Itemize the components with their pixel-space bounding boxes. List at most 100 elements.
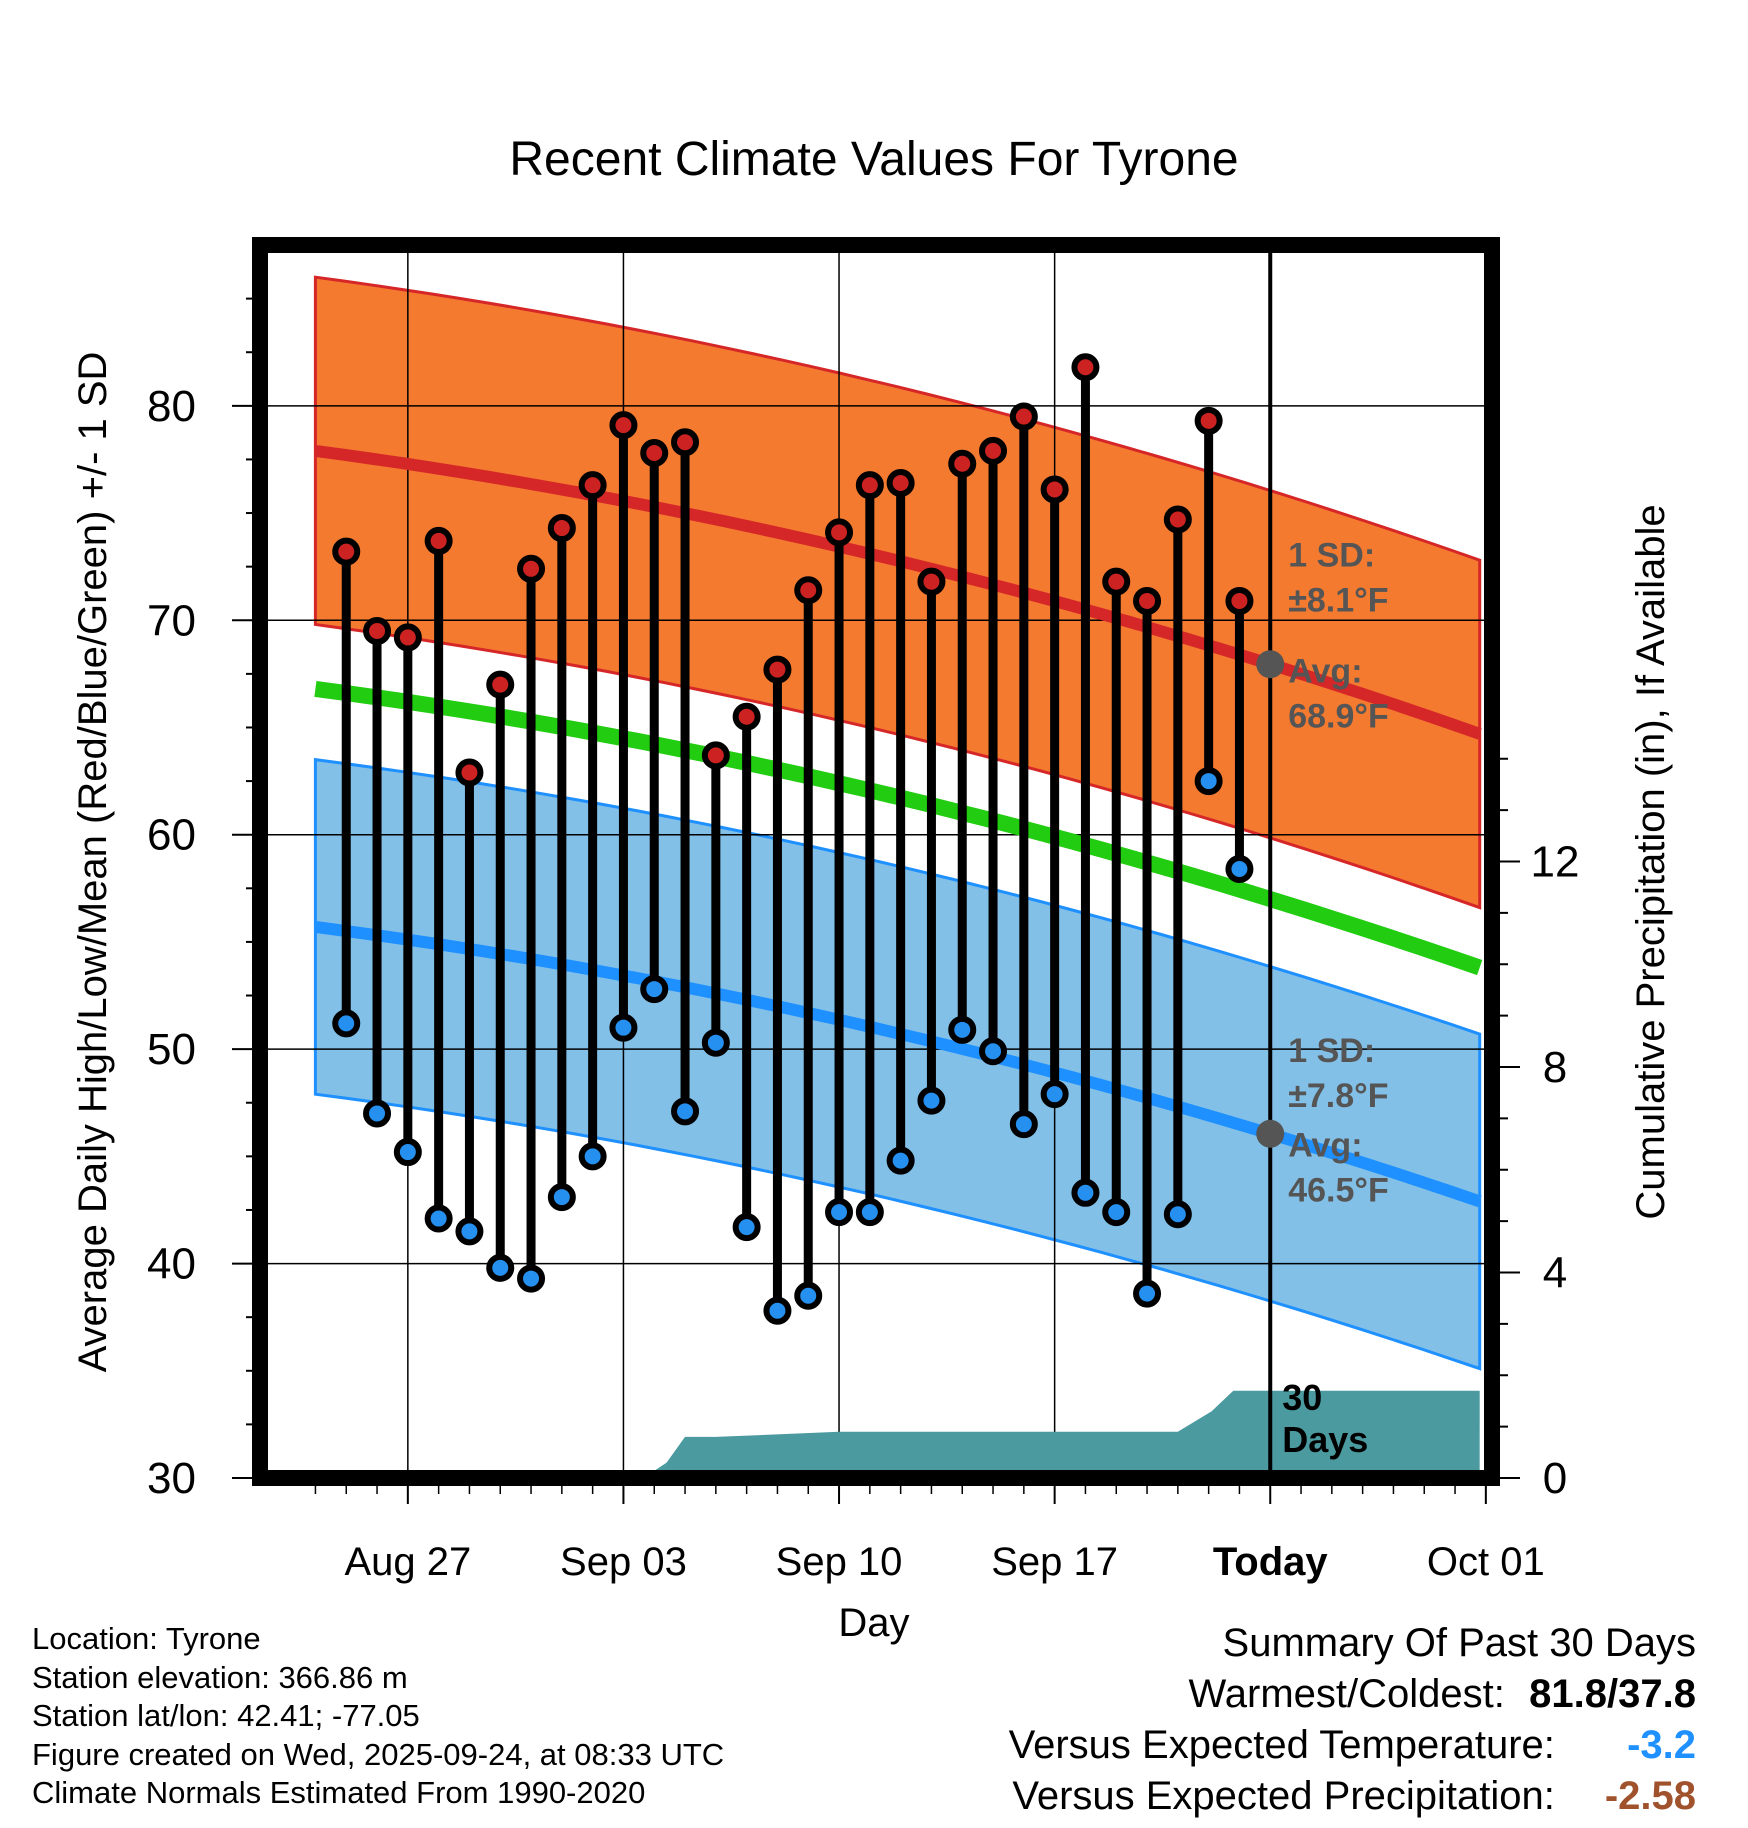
- high-point: [794, 576, 823, 605]
- precip-area: [315, 1390, 1480, 1478]
- high-point: [1009, 402, 1038, 431]
- high-point: [424, 526, 453, 555]
- low-point: [732, 1213, 761, 1242]
- low-point: [393, 1138, 422, 1167]
- precip-days-label: 30: [1282, 1377, 1322, 1418]
- high-point: [1194, 406, 1223, 435]
- summary-precip: Versus Expected Precipitation: -2.58: [1009, 1771, 1696, 1822]
- low-point: [517, 1264, 546, 1293]
- low-point: [1133, 1279, 1162, 1308]
- low-point: [609, 1013, 638, 1042]
- y-tick-label: 60: [147, 811, 196, 860]
- location-text: Location: Tyrone: [32, 1621, 261, 1656]
- high-point: [486, 670, 515, 699]
- low-point: [1225, 855, 1254, 884]
- low-point: [1009, 1110, 1038, 1139]
- low-point: [424, 1204, 453, 1233]
- high-point: [393, 623, 422, 652]
- low-point: [486, 1253, 515, 1282]
- low-point: [763, 1296, 792, 1325]
- x-tick-label: Today: [1213, 1540, 1329, 1584]
- low-point: [917, 1086, 946, 1115]
- low-point: [701, 1028, 730, 1057]
- summary-heading: Summary Of Past 30 Days: [1222, 1621, 1696, 1665]
- high-point: [855, 471, 884, 500]
- temp-label: Versus Expected Temperature:: [1008, 1723, 1555, 1767]
- warm-cold-label: Warmest/Coldest:: [1188, 1672, 1505, 1716]
- high-point: [363, 616, 392, 645]
- high-point: [517, 554, 546, 583]
- x-tick-label: Sep 10: [776, 1540, 903, 1584]
- high-point: [979, 436, 1008, 465]
- low-point: [1102, 1198, 1131, 1227]
- low-point: [671, 1097, 700, 1126]
- summary-temp: Versus Expected Temperature: -3.2: [1009, 1720, 1696, 1771]
- high-point: [1225, 586, 1254, 615]
- sd-annotation: ±8.1°F: [1288, 582, 1388, 620]
- y-axis-title: Average Daily High/Low/Mean (Red/Blue/Gr…: [71, 352, 115, 1373]
- low-point: [855, 1198, 884, 1227]
- low-point: [794, 1281, 823, 1310]
- y-right-axis-title: Cumulative Precipitation (in), If Availa…: [1629, 504, 1673, 1219]
- warm-cold-value: 81.8/37.8: [1529, 1672, 1696, 1716]
- high-point: [886, 469, 915, 498]
- plot-frame: [252, 237, 1500, 1486]
- y-right-tick-label: 0: [1543, 1454, 1567, 1503]
- low-point: [1163, 1200, 1192, 1229]
- low-point: [640, 975, 669, 1004]
- elevation-text: Station elevation: 366.86 m: [32, 1659, 408, 1695]
- y-right-tick-label: 4: [1543, 1249, 1567, 1298]
- created-text: Figure created on Wed, 2025-09-24, at 08…: [32, 1736, 725, 1772]
- x-tick-label: Aug 27: [344, 1540, 471, 1584]
- x-axis-title: Day: [838, 1601, 909, 1645]
- station-info: Location: Tyrone Station elevation: 366.…: [32, 1620, 724, 1813]
- low-point: [578, 1142, 607, 1171]
- low-point: [886, 1146, 915, 1175]
- high-point: [455, 758, 484, 787]
- high-point: [701, 741, 730, 770]
- high-point: [763, 655, 792, 684]
- y-tick-label: 40: [147, 1240, 196, 1289]
- high-point: [1163, 505, 1192, 534]
- low-point: [948, 1015, 977, 1044]
- x-tick-label: Sep 17: [991, 1540, 1118, 1584]
- sd-annotation: 1 SD:: [1288, 1032, 1375, 1070]
- low-point: [825, 1198, 854, 1227]
- temp-value: -3.2: [1627, 1723, 1696, 1767]
- low-point: [332, 1009, 361, 1038]
- y-right-tick-label: 12: [1531, 838, 1580, 887]
- today-low-normal-marker: [1256, 1119, 1285, 1148]
- high-point: [609, 411, 638, 440]
- today-high-normal-marker: [1256, 650, 1285, 679]
- y-tick-label: 70: [147, 596, 196, 645]
- high-point: [1133, 586, 1162, 615]
- y-tick-label: 80: [147, 382, 196, 431]
- high-point: [1102, 567, 1131, 596]
- y-tick-label: 50: [147, 1025, 196, 1074]
- high-point: [578, 471, 607, 500]
- sd-annotation: Avg:: [1288, 652, 1362, 690]
- low-point: [547, 1183, 576, 1212]
- precip-label: Versus Expected Precipitation:: [1012, 1774, 1555, 1818]
- high-point: [547, 514, 576, 543]
- precip-value: -2.58: [1604, 1774, 1696, 1818]
- high-point: [671, 428, 700, 457]
- low-point: [455, 1217, 484, 1246]
- low-point: [979, 1037, 1008, 1066]
- latlon-text: Station lat/lon: 42.41; -77.05: [32, 1698, 420, 1733]
- low-point: [1040, 1080, 1069, 1109]
- low-point: [1071, 1178, 1100, 1207]
- summary-warm-cold: Warmest/Coldest: 81.8/37.8: [1009, 1669, 1697, 1720]
- low-point: [1194, 767, 1223, 796]
- normals-text: Climate Normals Estimated From 1990-2020: [32, 1775, 646, 1810]
- sd-annotation: 46.5°F: [1288, 1171, 1389, 1209]
- high-point: [917, 567, 946, 596]
- sd-annotation: ±7.8°F: [1288, 1077, 1388, 1115]
- x-tick-label: Sep 03: [560, 1540, 687, 1584]
- y-right-tick-label: 8: [1543, 1043, 1567, 1092]
- high-point: [825, 518, 854, 547]
- x-tick-label: Oct 01: [1427, 1540, 1545, 1584]
- precip-days-label: Days: [1282, 1419, 1368, 1460]
- high-point: [948, 449, 977, 478]
